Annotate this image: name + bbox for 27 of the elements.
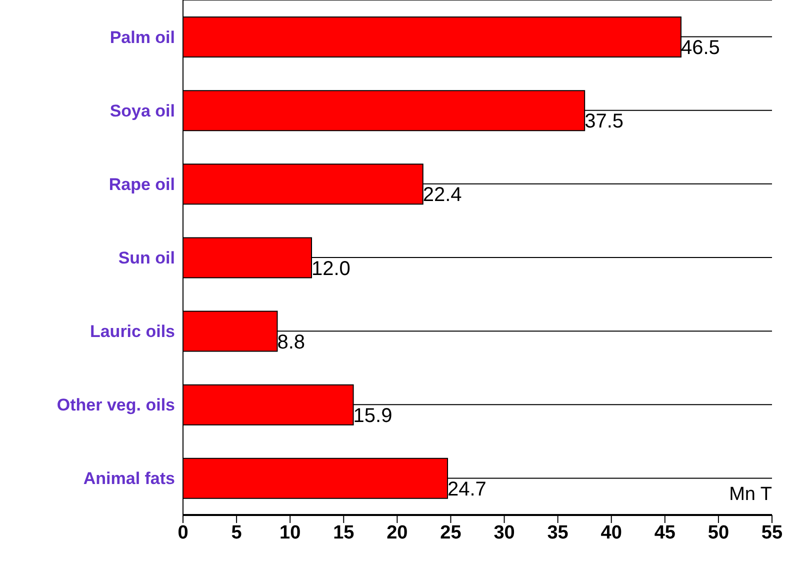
x-tick-label: 40 bbox=[600, 522, 622, 544]
data-label: 8.8 bbox=[277, 331, 306, 354]
data-label: 24.7 bbox=[448, 478, 486, 501]
x-tick-label: 25 bbox=[440, 522, 462, 544]
y-tick-label: Animal fats bbox=[83, 469, 175, 488]
x-tick-label: 15 bbox=[333, 522, 355, 544]
annotation: Mn T bbox=[729, 484, 772, 506]
y-tick-label: Rape oil bbox=[108, 174, 175, 194]
data-label: 37.5 bbox=[584, 110, 624, 133]
y-tick-label: Other veg. oils bbox=[56, 396, 175, 415]
data-label: 46.5 bbox=[680, 37, 720, 60]
y-tick-label: Soya oil bbox=[110, 101, 175, 120]
x-tick-label: 50 bbox=[708, 522, 730, 544]
data-label: 22.4 bbox=[422, 184, 462, 206]
y-tick-label: Sun oil bbox=[118, 248, 175, 268]
x-tick-label: 45 bbox=[654, 522, 676, 544]
data-label: 15.9 bbox=[353, 404, 392, 427]
x-tick-label: 55 bbox=[761, 522, 783, 544]
y-tick-label: Palm oil bbox=[110, 28, 175, 47]
x-tick-label: 30 bbox=[494, 522, 515, 544]
x-tick-label: 10 bbox=[280, 522, 301, 544]
x-tick-label: 20 bbox=[386, 522, 408, 544]
y-tick-label: Lauric oils bbox=[90, 322, 175, 342]
x-tick-label: 0 bbox=[178, 522, 188, 544]
x-tick-label: 35 bbox=[547, 522, 569, 544]
data-label: 12.0 bbox=[312, 258, 350, 280]
x-tick-label: 5 bbox=[231, 522, 242, 544]
